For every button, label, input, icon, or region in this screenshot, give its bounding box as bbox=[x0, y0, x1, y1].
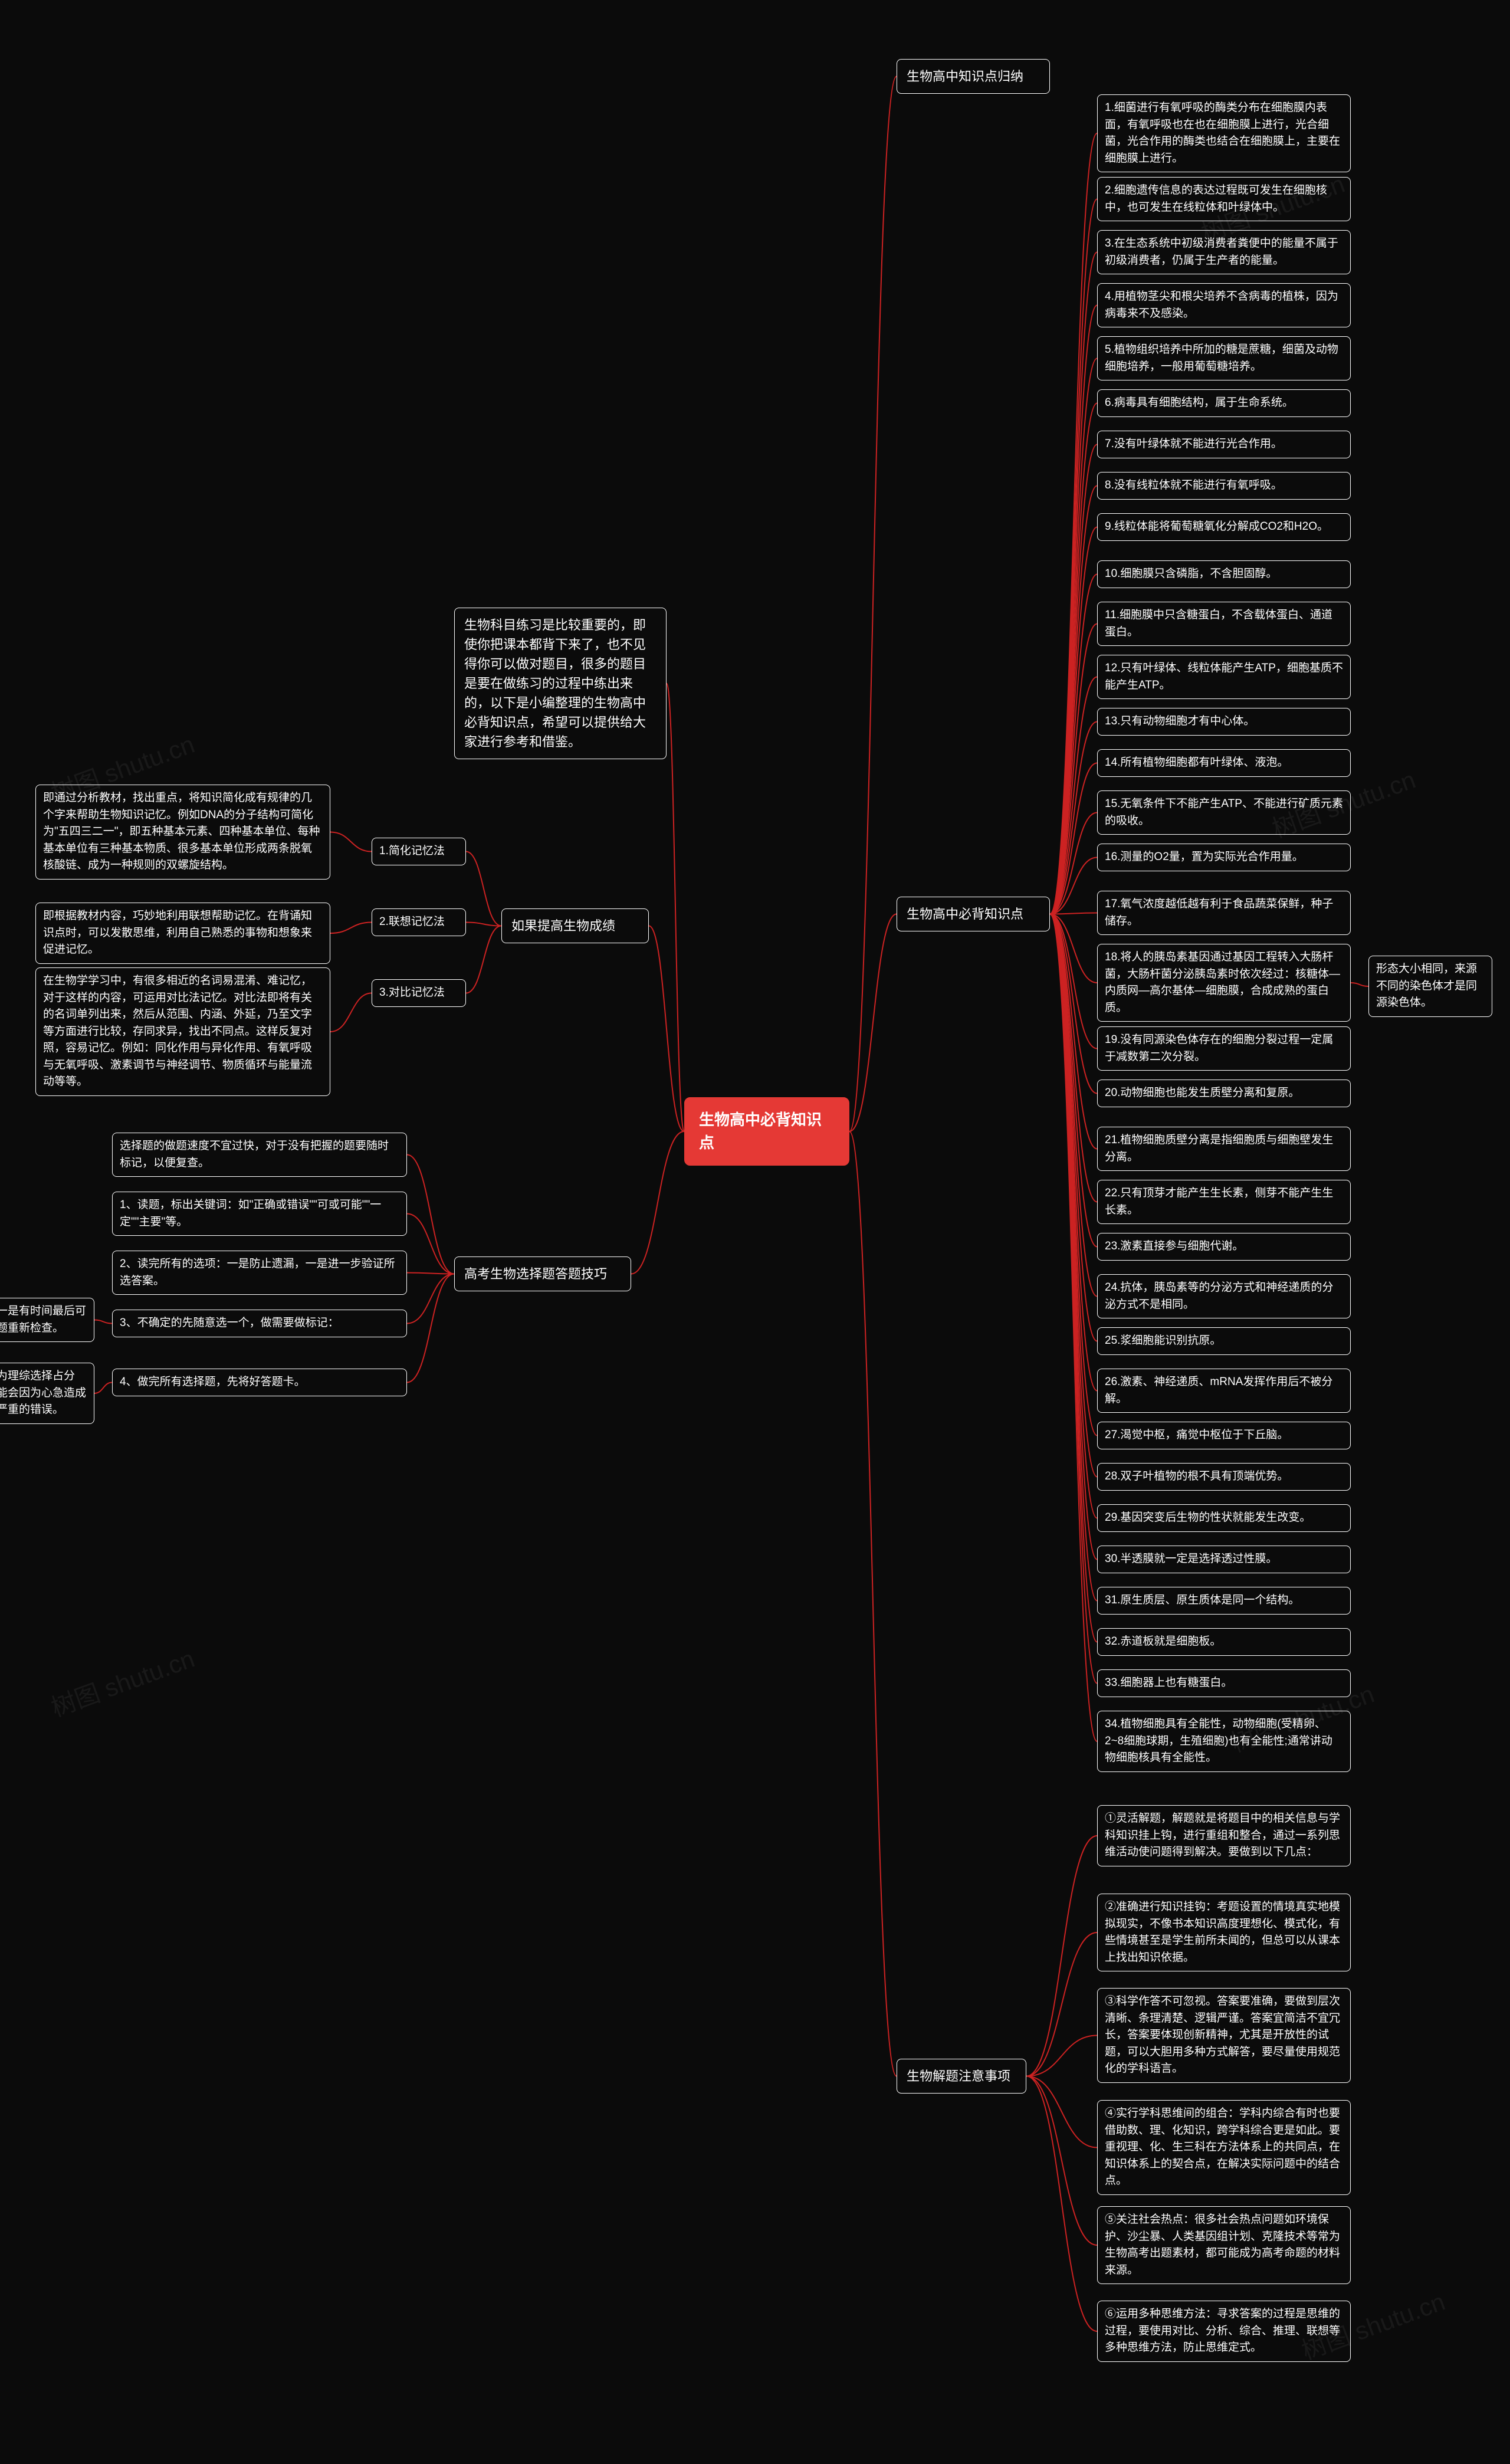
mindmap-node: ①灵活解题，解题就是将题目中的相关信息与学科知识挂上钩，进行重组和整合，通过一系… bbox=[1097, 1805, 1351, 1866]
mindmap-node: 13.只有动物细胞才有中心体。 bbox=[1097, 708, 1351, 736]
mindmap-node: 12.只有叶绿体、线粒体能产生ATP，细胞基质不能产生ATP。 bbox=[1097, 655, 1351, 699]
mindmap-node: ②准确进行知识挂钩：考题设置的情境真实地模拟现实，不像书本知识高度理想化、模式化… bbox=[1097, 1894, 1351, 1971]
mindmap-node: 如果提高生物成绩 bbox=[501, 908, 649, 943]
mindmap-node: 2.细胞遗传信息的表达过程既可发生在细胞核中，也可发生在线粒体和叶绿体中。 bbox=[1097, 177, 1351, 221]
mindmap-node: 8.没有线粒体就不能进行有氧呼吸。 bbox=[1097, 472, 1351, 500]
mindmap-node: 14.所有植物细胞都有叶绿体、液泡。 bbox=[1097, 749, 1351, 777]
mindmap-node: 10.细胞膜只含磷脂，不含胆固醇。 bbox=[1097, 560, 1351, 588]
mindmap-node: 23.激素直接参与细胞代谢。 bbox=[1097, 1233, 1351, 1261]
mindmap-node: 34.植物细胞具有全能性，动物细胞(受精卵、2~8细胞球期，生殖细胞)也有全能性… bbox=[1097, 1711, 1351, 1772]
mindmap-node: 11.细胞膜中只含糖蛋白，不含载体蛋白、通道蛋白。 bbox=[1097, 602, 1351, 646]
mindmap-node: 28.双子叶植物的根不具有顶端优势。 bbox=[1097, 1463, 1351, 1491]
mindmap-node: 生物解题注意事项 bbox=[897, 2059, 1026, 2094]
mindmap-node: 29.基因突变后生物的性状就能发生改变。 bbox=[1097, 1504, 1351, 1532]
mindmap-node: 6.病毒具有细胞结构，属于生命系统。 bbox=[1097, 389, 1351, 417]
mindmap-node: 31.原生质层、原生质体是同一个结构。 bbox=[1097, 1587, 1351, 1615]
mindmap-node: ④实行学科思维间的组合：学科内综合有时也要借助数、理、化知识，跨学科综合更是如此… bbox=[1097, 2100, 1351, 2195]
mindmap-node: 4、做完所有选择题，先将好答题卡。 bbox=[112, 1369, 407, 1396]
mindmap-node: 17.氧气浓度越低越有利于食品蔬菜保鲜，种子储存。 bbox=[1097, 891, 1351, 935]
mindmap-node: 26.激素、神经递质、mRNA发挥作用后不被分解。 bbox=[1097, 1369, 1351, 1413]
mindmap-node: 生物高中必背知识点 bbox=[684, 1097, 849, 1166]
mindmap-node: 32.赤道板就是细胞板。 bbox=[1097, 1628, 1351, 1656]
mindmap-node: 16.测量的O2量，置为实际光合作用量。 bbox=[1097, 844, 1351, 871]
mindmap-node: 3.在生态系统中初级消费者粪便中的能量不属于初级消费者，仍属于生产者的能量。 bbox=[1097, 230, 1351, 274]
mindmap-node: 在生物学学习中，有很多相近的名词易混淆、难记忆，对于这样的内容，可运用对比法记忆… bbox=[35, 967, 330, 1096]
mindmap-node: 9.线粒体能将葡萄糖氧化分解成CO2和H2O。 bbox=[1097, 513, 1351, 541]
mindmap-node: 即通过分析教材，找出重点，将知识简化成有规律的几个字来帮助生物知识记忆。例如DN… bbox=[35, 785, 330, 880]
mindmap-node: 1.细菌进行有氧呼吸的酶类分布在细胞膜内表面，有氧呼吸也在也在细胞膜上进行，光合… bbox=[1097, 94, 1351, 172]
mindmap-node: 24.抗体，胰岛素等的分泌方式和神经递质的分泌方式不是相同。 bbox=[1097, 1274, 1351, 1318]
mindmap-node: 一般涂卡出现错误，一是有时间最后可以快速找不确定的试题重新检查。 bbox=[0, 1298, 94, 1342]
mindmap-node: 22.只有顶芽才能产生生长素，侧芽不能产生生长素。 bbox=[1097, 1180, 1351, 1224]
mindmap-node: 25.浆细胞能识别抗原。 bbox=[1097, 1327, 1351, 1355]
mindmap-node: 15.无氧条件下不能产生ATP、不能进行矿质元素的吸收。 bbox=[1097, 790, 1351, 835]
mindmap-node: 生物高中必背知识点 bbox=[897, 897, 1050, 931]
mindmap-node: 形态大小相同，来源不同的染色体才是同源染色体。 bbox=[1368, 956, 1492, 1017]
mindmap-node: 生物科目练习是比较重要的，即使你把课本都背下来了，也不见得你可以做对题目，很多的… bbox=[454, 608, 667, 759]
mindmap-node: 4.用植物茎尖和根尖培养不含病毒的植株，因为病毒来不及感染。 bbox=[1097, 283, 1351, 327]
mindmap-node: ③科学作答不可忽视。答案要准确，要做到层次清晰、条理清楚、逻辑严谨。答案宜简洁不… bbox=[1097, 1988, 1351, 2083]
mindmap-node: 19.没有同源染色体存在的细胞分裂过程一定属于减数第二次分裂。 bbox=[1097, 1026, 1351, 1071]
mindmap-node: 2.联想记忆法 bbox=[372, 908, 466, 936]
mindmap-node: 即根据教材内容，巧妙地利用联想帮助记忆。在背诵知识点时，可以发散思维，利用自己熟… bbox=[35, 903, 330, 964]
mindmap-node: 5.植物组织培养中所加的糖是蔗糖，细菌及动物细胞培养，一般用葡萄糖培养。 bbox=[1097, 336, 1351, 380]
mindmap-node: 这一点特别重要，因为理综选择占分高，若最后涂卡，可能会因为心急造成的紧张导致涂卡… bbox=[0, 1363, 94, 1424]
mindmap-node: 33.细胞器上也有糖蛋白。 bbox=[1097, 1669, 1351, 1697]
mindmap-node: 3、不确定的先随意选一个，做需要做标记： bbox=[112, 1310, 407, 1337]
mindmap-node: 选择题的做题速度不宜过快，对于没有把握的题要随时标记，以便复查。 bbox=[112, 1133, 407, 1177]
mindmap-node: 7.没有叶绿体就不能进行光合作用。 bbox=[1097, 431, 1351, 458]
mindmap-node: ⑤关注社会热点：很多社会热点问题如环境保护、沙尘暴、人类基因组计划、克隆技术等常… bbox=[1097, 2206, 1351, 2284]
mindmap-node: 高考生物选择题答题技巧 bbox=[454, 1256, 631, 1291]
mindmap-node: 18.将人的胰岛素基因通过基因工程转入大肠杆菌，大肠杆菌分泌胰岛素时依次经过：核… bbox=[1097, 944, 1351, 1022]
watermark: 树图 shutu.cn bbox=[45, 1639, 199, 1724]
mindmap-node: 生物高中知识点归纳 bbox=[897, 59, 1050, 94]
mindmap-node: 1.简化记忆法 bbox=[372, 838, 466, 865]
mindmap-node: 3.对比记忆法 bbox=[372, 979, 466, 1007]
mindmap-node: 20.动物细胞也能发生质壁分离和复原。 bbox=[1097, 1080, 1351, 1107]
mindmap-node: 2、读完所有的选项：一是防止遗漏，一是进一步验证所选答案。 bbox=[112, 1251, 407, 1295]
mindmap-node: 1、读题，标出关键词：如"正确或错误""可或可能""一定""主要"等。 bbox=[112, 1192, 407, 1236]
mindmap-node: 27.渴觉中枢，痛觉中枢位于下丘脑。 bbox=[1097, 1422, 1351, 1449]
mindmap-node: 30.半透膜就一定是选择透过性膜。 bbox=[1097, 1546, 1351, 1573]
mindmap-node: ⑥运用多种思维方法：寻求答案的过程是思维的过程，要使用对比、分析、综合、推理、联… bbox=[1097, 2301, 1351, 2362]
mindmap-node: 21.植物细胞质壁分离是指细胞质与细胞壁发生分离。 bbox=[1097, 1127, 1351, 1171]
